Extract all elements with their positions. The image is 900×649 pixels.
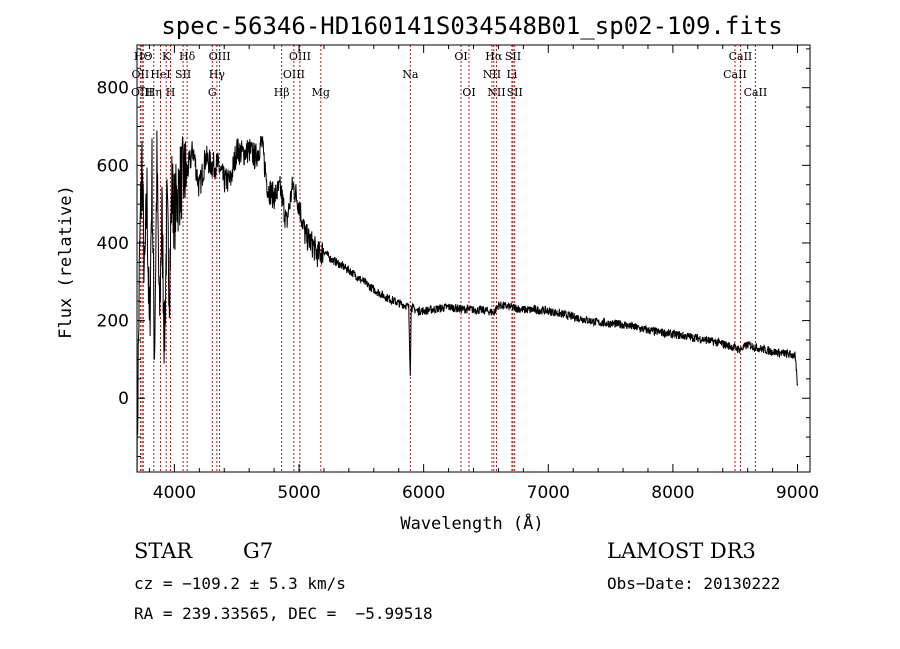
y-tick-label: 600 bbox=[97, 156, 129, 176]
object-subclass: G7 bbox=[243, 539, 274, 563]
spectral-line-label: Hβ bbox=[274, 86, 290, 99]
axis-ticks: 4000 5000 6000 7000 8000 9000 0 200 400 600 800 bbox=[97, 45, 819, 503]
spectral-line-label: HΘ bbox=[134, 50, 153, 63]
spectral-line-label: Na bbox=[402, 68, 419, 81]
spectral-line-label: K bbox=[162, 50, 171, 63]
chart-title: spec-56346-HD160141S034548B01_sp02-109.f… bbox=[161, 12, 782, 40]
spectral-line-label: SII bbox=[175, 68, 191, 81]
spectral-line-label: OIII bbox=[209, 50, 231, 63]
spectral-line-label: SII bbox=[505, 50, 521, 63]
redshift-text: cz = −109.2 ± 5.3 km/s bbox=[134, 574, 346, 593]
spectral-line-label: HeI bbox=[150, 68, 170, 81]
survey-label: LAMOST DR3 bbox=[607, 539, 756, 563]
spectral-line-label: Li bbox=[506, 68, 517, 81]
spectral-line-label: H bbox=[166, 86, 176, 99]
spectral-line-label: Mg bbox=[312, 86, 330, 99]
spectrum-series-line bbox=[137, 130, 798, 472]
spectral-line-label: OIII bbox=[283, 68, 305, 81]
y-tick-label: 400 bbox=[97, 234, 129, 254]
y-tick-label: 200 bbox=[97, 312, 129, 332]
spectral-line-label: OIII bbox=[289, 50, 311, 63]
spectral-line-label: NII bbox=[487, 86, 505, 99]
spectral-line-label: Hγ bbox=[209, 68, 226, 81]
x-tick-label: 4000 bbox=[153, 483, 196, 503]
x-axis-label: Wavelength (Å) bbox=[400, 512, 543, 534]
x-tick-label: 7000 bbox=[527, 483, 570, 503]
spectral-line-label: OI bbox=[462, 86, 475, 99]
coordinates-text: RA = 239.33565, DEC = −5.99518 bbox=[134, 604, 433, 623]
obs-date-text: Obs−Date: 20130222 bbox=[607, 574, 781, 593]
series-layer bbox=[137, 130, 798, 472]
x-tick-label: 9000 bbox=[776, 483, 819, 503]
x-tick-label: 5000 bbox=[277, 483, 320, 503]
spectral-line-label: CaII bbox=[723, 68, 747, 81]
spectral-line-label: NII bbox=[483, 68, 501, 81]
spectral-line-label: G bbox=[208, 86, 217, 99]
spectral-line-label: Hη bbox=[146, 86, 162, 99]
y-tick-label: 800 bbox=[97, 79, 129, 99]
x-tick-label: 6000 bbox=[402, 483, 445, 503]
object-class: STAR bbox=[134, 539, 193, 563]
spectral-line-label: CaII bbox=[744, 86, 768, 99]
spectral-line-label: OIII bbox=[131, 86, 153, 99]
x-tick-label: 8000 bbox=[651, 483, 694, 503]
plot-frame bbox=[136, 44, 811, 473]
spectral-line-label: Hδ bbox=[179, 50, 196, 63]
y-tick-label: 0 bbox=[118, 389, 129, 409]
spectral-line-label: CaII bbox=[729, 50, 753, 63]
spectral-line-markers bbox=[139, 45, 756, 472]
y-axis-label: Flux (relative) bbox=[56, 185, 76, 339]
spectral-line-label: OII bbox=[132, 68, 150, 81]
spectral-line-label: Hα bbox=[485, 50, 503, 63]
spectral-line-label: SII bbox=[507, 86, 523, 99]
spectral-line-label: OI bbox=[454, 50, 467, 63]
